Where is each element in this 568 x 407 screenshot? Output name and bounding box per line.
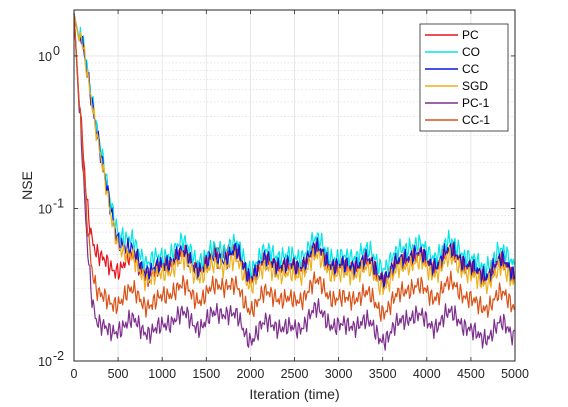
legend-items: PC CO CC SGD PC-1 CC-1 <box>425 28 490 127</box>
x-axis-label: Iteration (time) <box>249 386 339 402</box>
legend-label-cc: CC <box>462 62 480 76</box>
x-tick-label: 500 <box>108 367 129 381</box>
y-axis-label: NSE <box>19 171 35 200</box>
x-tick-label: 2000 <box>236 367 264 381</box>
legend-label-pc-1: PC-1 <box>462 96 490 110</box>
series-layer <box>73 13 515 351</box>
y-tick-exponent: 0 <box>53 44 60 58</box>
x-tick-label: 2500 <box>281 367 309 381</box>
ticks-layer <box>73 10 516 362</box>
legend-box <box>419 23 509 132</box>
x-tick-label: 1500 <box>192 367 220 381</box>
y-tick-label: 10 <box>38 355 52 369</box>
series-line-cc <box>73 13 515 290</box>
series-line-cc-1 <box>73 13 515 322</box>
x-tick-label: 4000 <box>413 367 441 381</box>
series-line-pc-1 <box>73 13 515 351</box>
y-tick-label: 10 <box>38 50 52 64</box>
x-tick-label: 3000 <box>325 367 353 381</box>
x-tick-label: 1000 <box>148 367 176 381</box>
legend-label-co: CO <box>462 45 480 59</box>
series-line-sgd <box>73 13 515 296</box>
legend: PC CO CC SGD PC-1 CC-1 <box>419 23 509 132</box>
x-tick-label: 5000 <box>501 367 529 381</box>
legend-label-sgd: SGD <box>462 79 488 93</box>
legend-label-pc: PC <box>462 28 479 42</box>
y-tick-label: 10 <box>38 202 52 216</box>
x-tick-label: 3500 <box>369 367 397 381</box>
y-tick-exponent: -1 <box>53 196 64 210</box>
legend-label-cc-1: CC-1 <box>462 113 490 127</box>
x-tick-label: 0 <box>71 367 78 381</box>
x-tick-labels: 0 500 1000 1500 2000 2500 3000 3500 4000 4500 5000 <box>71 367 529 381</box>
y-tick-exponent: -2 <box>53 349 64 363</box>
x-tick-label: 4500 <box>457 367 485 381</box>
